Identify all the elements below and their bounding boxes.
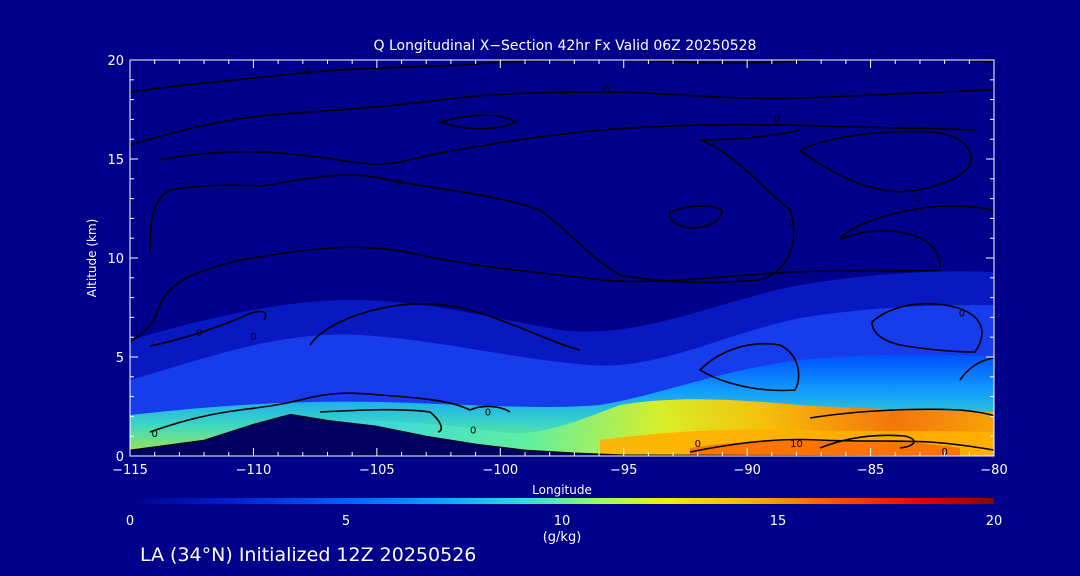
contour-line bbox=[130, 60, 994, 93]
contour-label: 10 bbox=[790, 439, 803, 450]
contour-line bbox=[668, 204, 723, 229]
contour-label: 0 bbox=[196, 328, 202, 339]
x-tick-label: −95 bbox=[610, 463, 637, 478]
contour-line bbox=[130, 246, 941, 343]
y-axis: 0 5 10 15 20 bbox=[107, 54, 994, 465]
contour-label: 0 bbox=[774, 114, 780, 125]
y-tick-label: 10 bbox=[107, 252, 124, 267]
x-axis: −115 −110 −105 −100 −95 −90 −85 −80 bbox=[112, 60, 1008, 478]
contour-label: 0 bbox=[250, 332, 256, 343]
contour-label: 0 bbox=[959, 308, 965, 319]
contour-line bbox=[689, 438, 994, 453]
contour-line bbox=[149, 392, 471, 433]
x-tick-label: −100 bbox=[482, 463, 518, 478]
contour-label: 0 bbox=[788, 217, 794, 228]
y-tick-label: 15 bbox=[107, 153, 124, 168]
x-tick-label: −105 bbox=[359, 463, 395, 478]
x-tick-label: −115 bbox=[112, 463, 148, 478]
contour-label: 0 bbox=[695, 439, 701, 450]
moisture-field-peak bbox=[690, 440, 960, 456]
x-tick-label: −80 bbox=[980, 463, 1007, 478]
y-tick-label: 20 bbox=[107, 54, 124, 69]
contour-line bbox=[819, 434, 915, 449]
terrain-mask bbox=[130, 413, 994, 456]
colorbar-tick-label: 5 bbox=[342, 514, 350, 529]
contour-label: 0 bbox=[151, 429, 157, 440]
contour-lines bbox=[130, 60, 994, 453]
contour-line bbox=[319, 408, 442, 433]
contour-line bbox=[130, 89, 994, 146]
x-tick-label: −85 bbox=[857, 463, 884, 478]
colorbar-tick-label: 10 bbox=[554, 514, 571, 529]
contour-line bbox=[437, 114, 517, 130]
contour-line bbox=[839, 230, 941, 269]
colorbar bbox=[130, 498, 994, 504]
contour-label: 0 bbox=[941, 447, 947, 458]
contour-label: 0 bbox=[603, 85, 609, 96]
colorbar-tick-label: 15 bbox=[770, 514, 787, 529]
x-axis-label: Longitude bbox=[532, 483, 592, 497]
y-tick-label: 5 bbox=[116, 351, 124, 366]
contour-line bbox=[839, 205, 994, 239]
contour-line bbox=[798, 130, 972, 193]
contour-line bbox=[469, 405, 511, 413]
x-tick-label: −90 bbox=[733, 463, 760, 478]
y-tick-label: 0 bbox=[116, 450, 124, 465]
contour-line bbox=[698, 342, 800, 392]
contour-labels: 0000000000000100 bbox=[151, 67, 965, 458]
contour-line bbox=[809, 408, 994, 419]
chart-title: Q Longitudinal X−Section 42hr Fx Valid 0… bbox=[374, 38, 757, 54]
contour-label: 0 bbox=[914, 194, 920, 205]
colorbar-label: (g/kg) bbox=[543, 530, 582, 545]
colorbar-tick-label: 20 bbox=[986, 514, 1003, 529]
contour-line bbox=[309, 303, 581, 351]
colorbar-tick-label: 0 bbox=[126, 514, 134, 529]
y-axis-label: Altitude (km) bbox=[85, 219, 99, 298]
contour-line bbox=[149, 310, 267, 347]
init-label: LA (34°N) Initialized 12Z 20250526 bbox=[140, 544, 476, 566]
contour-label: 0 bbox=[470, 425, 476, 436]
contour-line bbox=[959, 357, 994, 381]
x-tick-label: −110 bbox=[236, 463, 272, 478]
contour-label: 0 bbox=[396, 178, 402, 189]
contour-line bbox=[159, 124, 976, 165]
colorbar-ticks: 0 5 10 15 20 bbox=[126, 514, 1002, 529]
contour-label: 0 bbox=[485, 407, 491, 418]
contour-line bbox=[871, 302, 983, 353]
plot-area: 0000000000000100 bbox=[130, 60, 994, 458]
contour-label: 0 bbox=[305, 67, 311, 78]
contour-line bbox=[149, 129, 801, 284]
